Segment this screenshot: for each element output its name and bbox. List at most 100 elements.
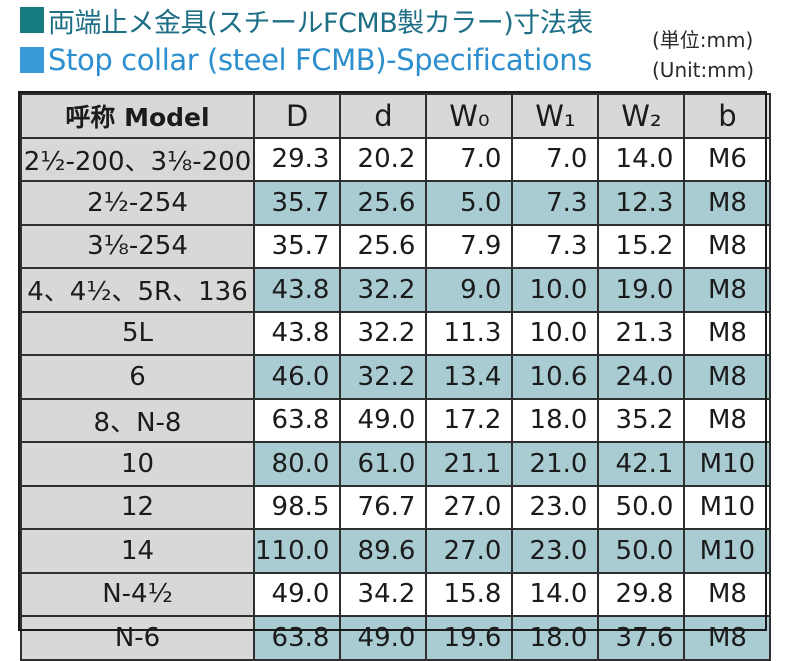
cell-W2: 37.6 <box>597 615 686 661</box>
cell-W0: 11.3 <box>425 310 514 356</box>
unit-label-en: (Unit:mm) <box>652 58 755 82</box>
cell-d: 49.0 <box>339 397 428 443</box>
cell-W0: 5.0 <box>425 180 514 226</box>
cell-model: 5L <box>20 310 255 356</box>
title-en-text: Stop collar (steel FCMB)-Specifications <box>48 43 592 77</box>
cell-W2: 12.3 <box>597 180 686 226</box>
cell-b: M8 <box>683 180 772 226</box>
table-row: 12 98.5 76.7 27.0 23.0 50.0 M10 <box>20 484 772 530</box>
cell-W0: 27.0 <box>425 528 514 574</box>
header-W2: W₂ <box>597 93 686 139</box>
table-row: 2½-200、3⅛-200 29.3 20.2 7.0 7.0 14.0 M6 <box>20 136 772 182</box>
cell-model: 8、N-8 <box>20 397 255 443</box>
cell-W2: 24.0 <box>597 354 686 400</box>
table-row: N-4½ 49.0 34.2 15.8 14.0 29.8 M8 <box>20 571 772 617</box>
cell-W2: 42.1 <box>597 441 686 487</box>
table-row: 2½-254 35.7 25.6 5.0 7.3 12.3 M8 <box>20 180 772 226</box>
cell-W1: 14.0 <box>511 571 600 617</box>
cell-b: M8 <box>683 223 772 269</box>
cell-W0: 9.0 <box>425 267 514 313</box>
cell-W0: 7.9 <box>425 223 514 269</box>
title-english: Stop collar (steel FCMB)-Specifications <box>20 40 592 80</box>
spec-table: 呼称 Model D d W₀ W₁ W₂ b 2½-200、3⅛-200 29.… <box>20 93 772 661</box>
header-W1: W₁ <box>511 93 600 139</box>
header-D: D <box>252 93 342 139</box>
cell-W0: 21.1 <box>425 441 514 487</box>
table-row: 10 80.0 61.0 21.1 21.0 42.1 M10 <box>20 441 772 487</box>
cell-b: M8 <box>683 267 772 313</box>
cell-model: 2½-200、3⅛-200 <box>20 136 255 182</box>
cell-W0: 19.6 <box>425 615 514 661</box>
cell-W1: 21.0 <box>511 441 600 487</box>
cell-b: M8 <box>683 571 772 617</box>
cell-model: 6 <box>20 354 255 400</box>
title-marker-blue <box>20 47 44 73</box>
cell-D: 43.8 <box>252 267 342 313</box>
cell-b: M10 <box>683 441 772 487</box>
cell-W2: 19.0 <box>597 267 686 313</box>
table-row: N-6 63.8 49.0 19.6 18.0 37.6 M8 <box>20 615 772 661</box>
cell-W0: 17.2 <box>425 397 514 443</box>
cell-W1: 7.3 <box>511 180 600 226</box>
cell-d: 20.2 <box>339 136 428 182</box>
cell-b: M10 <box>683 484 772 530</box>
cell-W2: 35.2 <box>597 397 686 443</box>
cell-model: N-4½ <box>20 571 255 617</box>
cell-W0: 15.8 <box>425 571 514 617</box>
cell-D: 43.8 <box>252 310 342 356</box>
cell-W1: 23.0 <box>511 528 600 574</box>
table-row: 3⅛-254 35.7 25.6 7.9 7.3 15.2 M8 <box>20 223 772 269</box>
cell-D: 46.0 <box>252 354 342 400</box>
cell-model: 4、4½、5R、136 <box>20 267 255 313</box>
cell-W1: 7.0 <box>511 136 600 182</box>
cell-W1: 18.0 <box>511 615 600 661</box>
cell-d: 34.2 <box>339 571 428 617</box>
cell-d: 32.2 <box>339 310 428 356</box>
cell-d: 76.7 <box>339 484 428 530</box>
cell-model: 12 <box>20 484 255 530</box>
cell-W0: 13.4 <box>425 354 514 400</box>
cell-b: M10 <box>683 528 772 574</box>
cell-W2: 14.0 <box>597 136 686 182</box>
cell-D: 35.7 <box>252 180 342 226</box>
cell-model: 10 <box>20 441 255 487</box>
table-row: 14 110.0 89.6 27.0 23.0 50.0 M10 <box>20 528 772 574</box>
cell-W1: 10.6 <box>511 354 600 400</box>
cell-W1: 23.0 <box>511 484 600 530</box>
cell-b: M8 <box>683 310 772 356</box>
cell-D: 110.0 <box>252 528 342 574</box>
cell-W1: 18.0 <box>511 397 600 443</box>
table-row: 6 46.0 32.2 13.4 10.6 24.0 M8 <box>20 354 772 400</box>
table-row: 4、4½、5R、136 43.8 32.2 9.0 10.0 19.0 M8 <box>20 267 772 313</box>
cell-W1: 7.3 <box>511 223 600 269</box>
cell-model: 14 <box>20 528 255 574</box>
cell-D: 29.3 <box>252 136 342 182</box>
cell-D: 49.0 <box>252 571 342 617</box>
cell-b: M8 <box>683 354 772 400</box>
header-d: d <box>339 93 428 139</box>
cell-W2: 50.0 <box>597 484 686 530</box>
cell-W2: 50.0 <box>597 528 686 574</box>
cell-D: 63.8 <box>252 397 342 443</box>
cell-W0: 27.0 <box>425 484 514 530</box>
cell-d: 49.0 <box>339 615 428 661</box>
cell-b: M6 <box>683 136 772 182</box>
cell-b: M8 <box>683 615 772 661</box>
title-marker-teal <box>20 7 44 33</box>
cell-model: 2½-254 <box>20 180 255 226</box>
cell-d: 25.6 <box>339 223 428 269</box>
cell-model: N-6 <box>20 615 255 661</box>
cell-d: 25.6 <box>339 180 428 226</box>
cell-W0: 7.0 <box>425 136 514 182</box>
cell-d: 61.0 <box>339 441 428 487</box>
header-W0: W₀ <box>425 93 514 139</box>
cell-W2: 21.3 <box>597 310 686 356</box>
cell-model: 3⅛-254 <box>20 223 255 269</box>
cell-W2: 29.8 <box>597 571 686 617</box>
cell-W1: 10.0 <box>511 267 600 313</box>
cell-W1: 10.0 <box>511 310 600 356</box>
table-row: 5L 43.8 32.2 11.3 10.0 21.3 M8 <box>20 310 772 356</box>
title-japanese: 両端止メ金具(スチールFCMB製カラー)寸法表 <box>20 0 593 40</box>
cell-d: 32.2 <box>339 354 428 400</box>
table-row: 8、N-8 63.8 49.0 17.2 18.0 35.2 M8 <box>20 397 772 443</box>
